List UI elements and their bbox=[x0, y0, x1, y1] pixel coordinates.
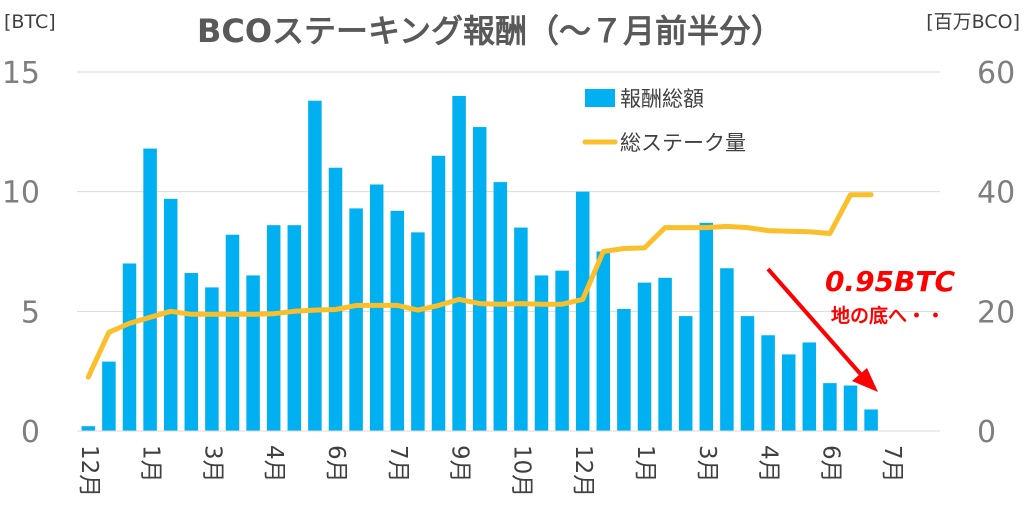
annotation-arrow-head bbox=[852, 368, 878, 392]
chart-title: BCOステーキング報酬（～７月前半分） bbox=[197, 12, 783, 50]
bar bbox=[266, 225, 281, 431]
bar bbox=[163, 198, 178, 431]
bar bbox=[184, 273, 199, 431]
left-tick-label: 15 bbox=[2, 56, 40, 91]
bar bbox=[452, 95, 466, 431]
left-tick-label: 0 bbox=[21, 415, 40, 450]
annotation: 0.95BTC 地の底へ・・ bbox=[766, 265, 956, 392]
right-tick-label: 0 bbox=[977, 415, 996, 450]
bar bbox=[637, 282, 652, 431]
x-tick-label: 12月 bbox=[570, 445, 596, 497]
bar bbox=[823, 383, 837, 431]
legend-swatch-reward bbox=[585, 89, 615, 107]
bar bbox=[802, 342, 817, 431]
bar bbox=[843, 385, 858, 431]
bar bbox=[720, 268, 734, 431]
right-tick-label: 20 bbox=[977, 295, 1015, 330]
bar bbox=[699, 222, 714, 431]
bar bbox=[575, 191, 590, 431]
bar bbox=[349, 208, 363, 431]
bar bbox=[143, 148, 157, 431]
bar bbox=[678, 316, 693, 431]
bar bbox=[596, 251, 611, 431]
bar bbox=[761, 335, 775, 431]
bar bbox=[328, 167, 343, 431]
annotation-arrow-shaft bbox=[766, 267, 866, 380]
bar bbox=[658, 277, 672, 431]
bar bbox=[390, 210, 405, 431]
x-tick-label: 4月 bbox=[261, 445, 287, 483]
legend: 報酬総額 総ステーク量 bbox=[582, 87, 746, 155]
bar bbox=[472, 127, 487, 432]
left-axis-unit: [BTC] bbox=[4, 11, 56, 33]
annotation-caption: 地の底へ・・ bbox=[831, 304, 945, 327]
x-tick-label: 1月 bbox=[138, 445, 164, 483]
bar bbox=[287, 225, 302, 431]
bar bbox=[431, 155, 446, 431]
bar bbox=[534, 275, 549, 431]
bar bbox=[864, 409, 878, 431]
legend-label-reward: 報酬総額 bbox=[620, 87, 704, 111]
x-tick-label: 10月 bbox=[508, 445, 534, 497]
left-tick-label: 5 bbox=[21, 295, 40, 330]
bar bbox=[308, 100, 322, 431]
x-tick-label: 12月 bbox=[76, 445, 102, 497]
x-tick-label: 3月 bbox=[199, 445, 225, 483]
annotation-value: 0.95BTC bbox=[825, 265, 956, 298]
x-tick-label: 9月 bbox=[447, 445, 473, 483]
gridlines bbox=[77, 71, 940, 312]
legend-label-stake: 総ステーク量 bbox=[620, 131, 746, 155]
bar bbox=[225, 234, 240, 431]
bar bbox=[617, 308, 631, 431]
left-tick-label: 10 bbox=[2, 176, 40, 211]
x-tick-label: 6月 bbox=[323, 445, 349, 483]
x-tick-label: 3月 bbox=[694, 445, 720, 483]
bar bbox=[246, 275, 260, 431]
x-tick-label: 7月 bbox=[385, 445, 411, 483]
bar bbox=[514, 227, 528, 431]
bar bbox=[122, 263, 137, 431]
x-tick-label: 4月 bbox=[756, 445, 782, 483]
bar bbox=[555, 270, 569, 431]
bar bbox=[102, 361, 116, 431]
bar bbox=[81, 426, 96, 431]
right-axis-ticks: 0 20 40 60 bbox=[977, 56, 1015, 450]
left-axis-ticks: 0 5 10 15 bbox=[2, 56, 40, 450]
bar bbox=[781, 354, 796, 431]
line-series-total-stake bbox=[85, 192, 874, 380]
right-tick-label: 60 bbox=[977, 56, 1015, 91]
right-axis-unit: [百万BCO] bbox=[926, 11, 1020, 33]
x-axis-ticks: 12月 1月 3月 4月 6月 7月 9月 10月 12月 1月 3月 4月 6月 7月 bbox=[76, 445, 905, 497]
x-tick-label: 1月 bbox=[632, 445, 658, 483]
right-tick-label: 40 bbox=[977, 176, 1015, 211]
x-tick-label: 6月 bbox=[817, 445, 843, 483]
bar bbox=[740, 316, 755, 431]
bar bbox=[411, 232, 425, 431]
bar bbox=[205, 287, 219, 431]
x-tick-label: 7月 bbox=[879, 445, 905, 483]
